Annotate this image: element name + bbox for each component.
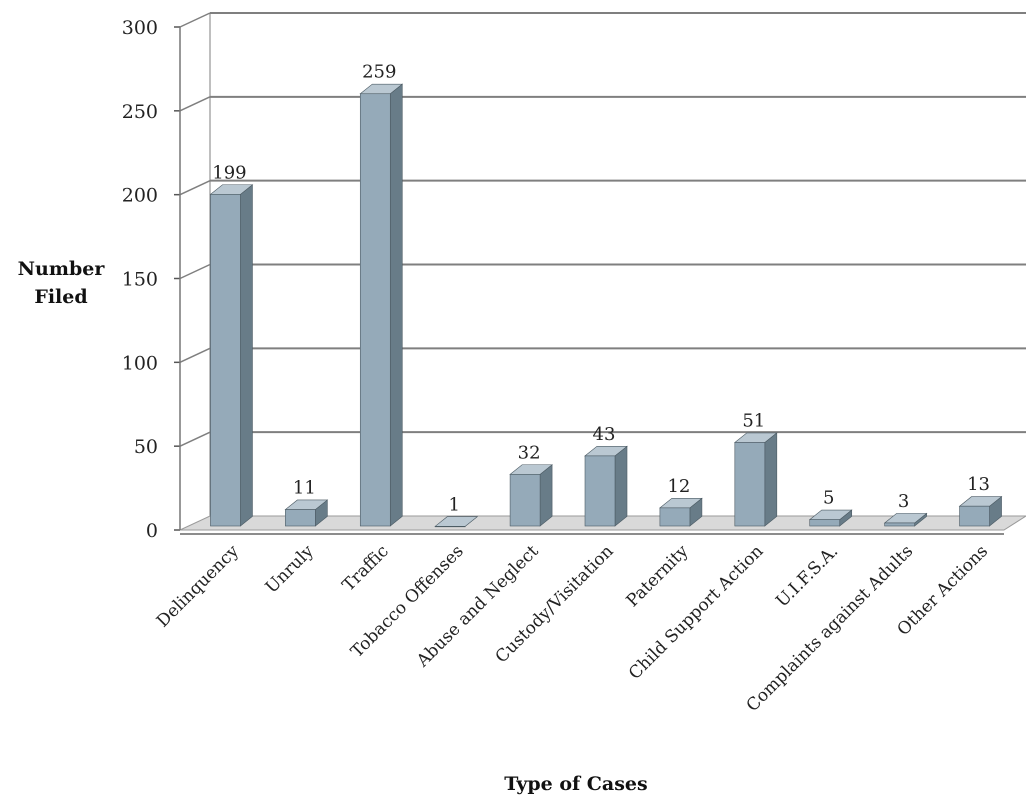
bar: [808, 509, 853, 527]
x-axis-title: Type of Cases: [504, 773, 647, 795]
bar-front: [509, 474, 541, 527]
bars: [209, 83, 1003, 528]
bar-front: [359, 93, 391, 527]
data-label: 32: [518, 442, 541, 463]
gridline-connector: [179, 431, 211, 447]
y-tick-label: 300: [122, 17, 158, 39]
bar: [958, 495, 1003, 527]
bar-front: [285, 509, 316, 527]
bar-side: [539, 464, 553, 527]
data-label: 3: [898, 491, 909, 512]
bar-front: [959, 505, 990, 527]
x-tick-label: Paternity: [623, 541, 693, 611]
y-tick-label: 100: [122, 352, 158, 374]
bar: [509, 464, 553, 527]
y-axis: 0 50 100 150 200 250 300: [122, 17, 1004, 542]
y-tick-label: 150: [122, 269, 158, 291]
x-tick-label: Delinquency: [153, 541, 243, 631]
bar-front: [210, 194, 241, 527]
bar-side: [614, 445, 628, 527]
bar: [733, 432, 778, 527]
gridline-connector: [179, 179, 211, 196]
bar: [434, 515, 479, 528]
bar: [284, 499, 329, 527]
bar: [359, 83, 404, 527]
x-tick-label: Unruly: [262, 541, 318, 597]
data-label: 259: [362, 62, 396, 83]
x-tick-label: Traffic: [339, 541, 393, 595]
data-label: 199: [212, 162, 246, 183]
x-tick-label: Abuse and Neglect: [412, 541, 542, 671]
y-axis-title-line-1: Number: [18, 258, 106, 280]
gridline-connector: [179, 263, 211, 280]
bar: [659, 497, 703, 527]
bar-front: [434, 526, 466, 528]
bar: [584, 445, 628, 527]
bar: [209, 184, 254, 527]
gridline-connector: [179, 96, 211, 112]
gridlines: [179, 12, 1026, 516]
y-tick-label: 250: [122, 101, 158, 123]
y-tick-label: 50: [134, 436, 158, 458]
data-label: 1: [448, 494, 459, 515]
bar: [883, 512, 928, 527]
bar-side: [389, 83, 403, 527]
bar-side: [764, 432, 778, 527]
bar-front: [734, 442, 766, 527]
data-label: 12: [667, 476, 690, 497]
data-labels: 199 11 259 1 32 43 12 51 5 3 13: [212, 62, 990, 516]
bar-front: [584, 455, 616, 527]
y-tick-label: 200: [122, 185, 158, 207]
y-axis-title-line-2: Filed: [34, 286, 87, 308]
data-label: 51: [742, 410, 765, 431]
y-tick-label: 0: [146, 520, 158, 542]
bar-side: [240, 184, 253, 527]
data-label: 11: [293, 478, 316, 499]
bar-front: [809, 519, 841, 527]
data-label: 5: [823, 488, 834, 509]
x-tick-label: Child Support Action: [625, 541, 767, 683]
gridline-connector: [179, 347, 211, 364]
gridline-connector: [179, 12, 211, 28]
bar-front: [659, 507, 691, 527]
x-tick-label: U.I.F.S.A.: [772, 541, 842, 611]
bar-front: [884, 522, 915, 527]
data-label: 13: [967, 474, 990, 495]
data-label: 43: [593, 424, 616, 445]
